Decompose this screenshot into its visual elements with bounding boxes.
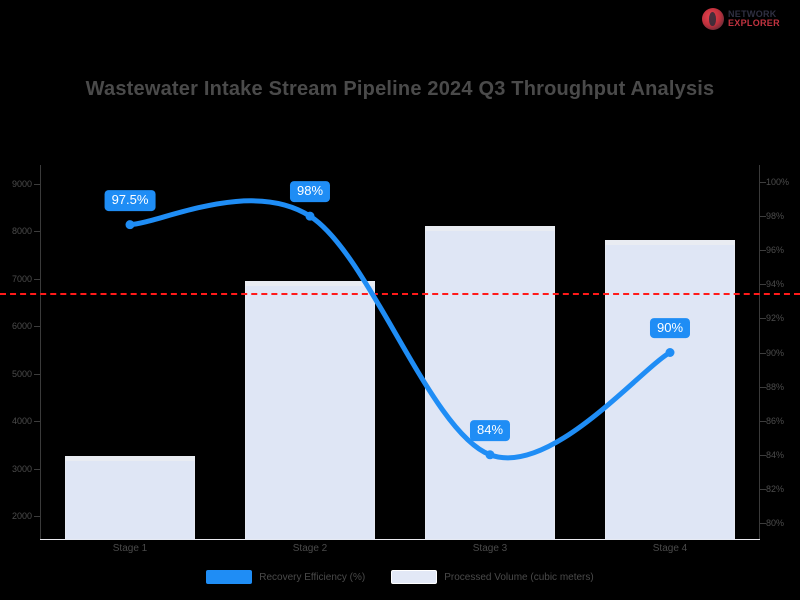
line-marker[interactable]	[485, 450, 495, 460]
logo-wordmark: NETWORK EXPLORER	[728, 8, 780, 29]
logo-line-2: EXPLORER	[728, 18, 780, 28]
bar[interactable]	[605, 240, 735, 540]
y-tick-right	[760, 284, 766, 286]
y-tick-right	[760, 488, 766, 490]
x-axis-label: Stage 3	[472, 543, 508, 554]
line-path	[127, 198, 673, 461]
legend-label: Processed Volume (cubic meters)	[444, 571, 594, 583]
legend-item[interactable]: Recovery Efficiency (%)	[206, 570, 365, 584]
y-tick-label-left: 5000	[11, 368, 32, 379]
x-axis-label: Stage 1	[112, 543, 148, 554]
y-axis-left	[40, 165, 41, 540]
y-tick-label-left: 8000	[11, 226, 32, 237]
y-tick-label-right: 96%	[766, 245, 785, 256]
legend-bar-swatch-icon	[391, 570, 438, 584]
data-label: 90%	[649, 317, 691, 339]
legend-line-swatch-icon	[206, 570, 253, 584]
y-tick-left	[34, 373, 40, 375]
y-tick-label-right: 84%	[766, 449, 785, 460]
legend-item[interactable]: Processed Volume (cubic meters)	[391, 570, 594, 584]
data-label: 97.5%	[104, 189, 156, 211]
y-tick-right	[760, 352, 766, 354]
y-tick-right	[760, 386, 766, 388]
y-tick-left	[34, 278, 40, 280]
y-tick-label-right: 86%	[766, 415, 785, 426]
y-tick-left	[34, 231, 40, 233]
logo-line-1: NETWORK	[728, 8, 777, 19]
bar[interactable]	[425, 226, 555, 540]
y-tick-label-left: 9000	[11, 178, 32, 189]
brand-logo: NETWORK EXPLORER	[702, 4, 794, 34]
x-axis	[40, 539, 760, 540]
bar-cap	[65, 456, 195, 462]
line-marker[interactable]	[305, 211, 315, 221]
bar-cap	[425, 226, 555, 232]
y-axis-left-labels: 9000 8000 7000 6000 5000 4000 3000 2000	[0, 165, 32, 540]
y-tick-label-left: 3000	[11, 463, 32, 474]
bar[interactable]	[65, 456, 195, 540]
y-tick-left	[34, 326, 40, 328]
y-tick-label-left: 7000	[11, 273, 32, 284]
bar-cap	[605, 240, 735, 246]
y-tick-right	[760, 182, 766, 184]
threshold-line	[0, 292, 800, 295]
line-marker[interactable]	[665, 348, 675, 357]
y-tick-left	[34, 468, 40, 470]
bar-series	[40, 165, 760, 540]
chart-title: Wastewater Intake Stream Pipeline 2024 Q…	[85, 78, 715, 100]
y-tick-label-right: 94%	[766, 279, 785, 290]
x-axis-labels: Stage 1 Stage 2 Stage 3 Stage 4	[40, 543, 760, 561]
y-tick-label-right: 98%	[766, 211, 785, 222]
y-tick-left	[34, 516, 40, 518]
y-tick-right	[760, 522, 766, 524]
y-tick-right	[760, 454, 766, 456]
y-tick-label-right: 88%	[766, 381, 785, 392]
y-tick-right	[760, 250, 766, 252]
x-axis-label: Stage 2	[292, 543, 328, 554]
y-tick-left	[34, 421, 40, 423]
bar-cap	[245, 280, 375, 286]
y-tick-label-right: 90%	[766, 347, 785, 358]
line-series	[125, 198, 675, 461]
y-axis-right-labels: 100% 98% 96% 94% 92% 90% 88% 86% 84% 82% 80%	[766, 165, 800, 540]
y-axis-right	[759, 165, 760, 540]
line-marker[interactable]	[125, 220, 135, 230]
x-axis-label: Stage 4	[652, 543, 688, 554]
y-tick-right	[760, 318, 766, 320]
y-tick-right	[760, 216, 766, 218]
data-label: 84%	[469, 419, 511, 441]
plot-area: 9000 8000 7000 6000 5000 4000 3000 2000 100% 98%…	[0, 165, 800, 540]
y-tick-label-right: 82%	[766, 483, 785, 494]
y-tick-label-left: 4000	[11, 416, 32, 427]
y-tick-label-right: 80%	[766, 517, 785, 528]
bar[interactable]	[245, 280, 375, 540]
data-label: 98%	[289, 181, 331, 203]
y-tick-label-right: 92%	[766, 313, 785, 324]
y-tick-label-right: 100%	[766, 177, 790, 188]
chart-legend: Recovery Efficiency (%) Processed Volume …	[0, 570, 800, 584]
y-tick-label-left: 2000	[11, 511, 32, 522]
y-tick-left	[34, 183, 40, 185]
y-tick-label-left: 6000	[11, 321, 32, 332]
logo-mark-icon	[702, 8, 724, 30]
y-tick-right	[760, 420, 766, 422]
legend-label: Recovery Efficiency (%)	[259, 571, 366, 583]
